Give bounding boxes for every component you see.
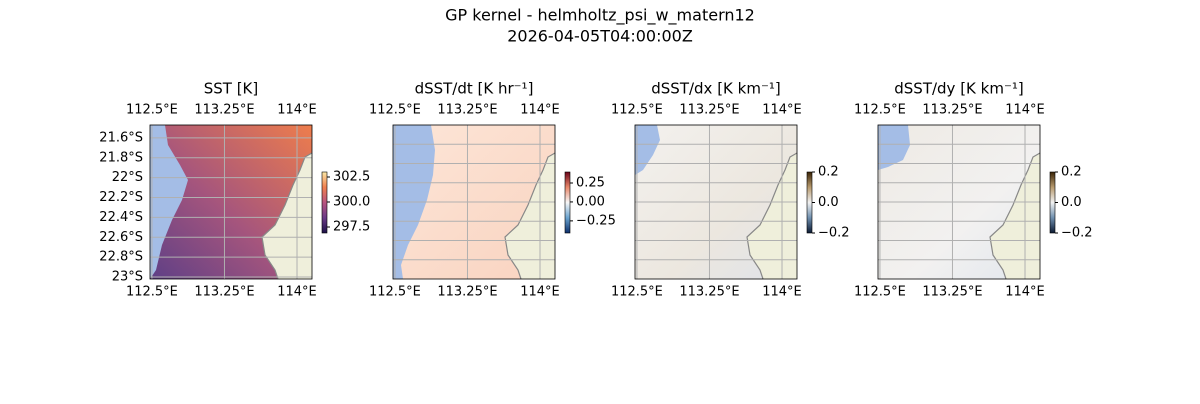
panel-title: dSST/dx [K km⁻¹]: [651, 80, 781, 98]
map-frame: [149, 124, 313, 280]
colorbar-tick-label: 0.0: [818, 195, 839, 210]
coastline: [261, 152, 313, 280]
y-tick-label: 22.8°S: [99, 250, 143, 265]
x-tick-label: 112.5°E: [369, 285, 421, 300]
x-tick-label-top: 114°E: [762, 103, 802, 118]
colorbar-tick-label: −0.2: [1061, 226, 1093, 241]
x-tick-label: 114°E: [520, 285, 560, 300]
y-tick-label: 22°S: [112, 170, 143, 185]
colorbar-tick-label: −0.2: [818, 226, 850, 241]
colorbar-tick-label: 0.2: [1061, 165, 1082, 180]
x-tick-label: 112.5°E: [126, 285, 178, 300]
y-tick-label: 21.8°S: [99, 150, 143, 165]
colorbar-tick-label: 0.0: [1061, 195, 1082, 210]
colorbar-tick-label: −0.25: [576, 213, 616, 228]
x-tick-label: 113.25°E: [679, 285, 739, 300]
x-tick-label-top: 114°E: [520, 103, 560, 118]
x-tick-label-top: 113.25°E: [194, 103, 254, 118]
y-tick-label: 22.2°S: [99, 190, 143, 205]
x-tick-label: 114°E: [277, 285, 317, 300]
colorbar-tick-label: 297.5: [333, 220, 370, 235]
colorbar-tick-label: 0.25: [576, 175, 605, 190]
land: [990, 153, 1040, 279]
panel-title: dSST/dt [K hr⁻¹]: [415, 80, 534, 98]
colorbar: [806, 171, 813, 234]
y-tick-label: 22.4°S: [99, 210, 143, 225]
no-data: [150, 125, 188, 279]
land: [262, 153, 312, 279]
panel-title: dSST/dy [K km⁻¹]: [894, 80, 1024, 98]
x-tick-label-top: 114°E: [1005, 103, 1045, 118]
map-frame: [634, 124, 798, 280]
x-tick-label: 114°E: [762, 285, 802, 300]
x-tick-label-top: 112.5°E: [611, 103, 663, 118]
no-data: [878, 125, 910, 170]
x-tick-label-top: 113.25°E: [922, 103, 982, 118]
colorbar-tick-label: 0.2: [818, 165, 839, 180]
x-tick-label-top: 112.5°E: [126, 103, 178, 118]
colorbar-tick-label: 0.00: [576, 194, 605, 209]
figure-title: GP kernel - helmholtz_psi_w_matern12: [445, 6, 755, 26]
land: [505, 153, 555, 279]
colorbar-tick-label: 302.5: [333, 170, 370, 185]
land: [747, 153, 797, 279]
x-tick-label-top: 112.5°E: [854, 103, 906, 118]
y-tick-label: 22.6°S: [99, 230, 143, 245]
colorbar-tick-label: 300.0: [333, 195, 370, 210]
x-tick-label: 113.25°E: [437, 285, 497, 300]
x-tick-label: 113.25°E: [194, 285, 254, 300]
x-tick-label-top: 113.25°E: [437, 103, 497, 118]
x-tick-label: 112.5°E: [611, 285, 663, 300]
y-tick-label: 23°S: [112, 270, 143, 285]
colorbar: [564, 171, 571, 234]
x-tick-label-top: 114°E: [277, 103, 317, 118]
map-panel: [150, 125, 313, 280]
x-tick-label-top: 112.5°E: [369, 103, 421, 118]
y-tick-label: 21.6°S: [99, 130, 143, 145]
panel-title: SST [K]: [204, 80, 259, 98]
figure-subtitle: 2026-04-05T04:00:00Z: [507, 27, 693, 46]
x-tick-label: 113.25°E: [922, 285, 982, 300]
colorbar: [321, 171, 328, 234]
no-data: [635, 125, 660, 175]
map-frame: [877, 124, 1041, 280]
map-frame: [392, 124, 556, 280]
colorbar: [1049, 171, 1056, 234]
x-tick-label: 112.5°E: [854, 285, 906, 300]
x-tick-label-top: 113.25°E: [679, 103, 739, 118]
x-tick-label: 114°E: [1005, 285, 1045, 300]
